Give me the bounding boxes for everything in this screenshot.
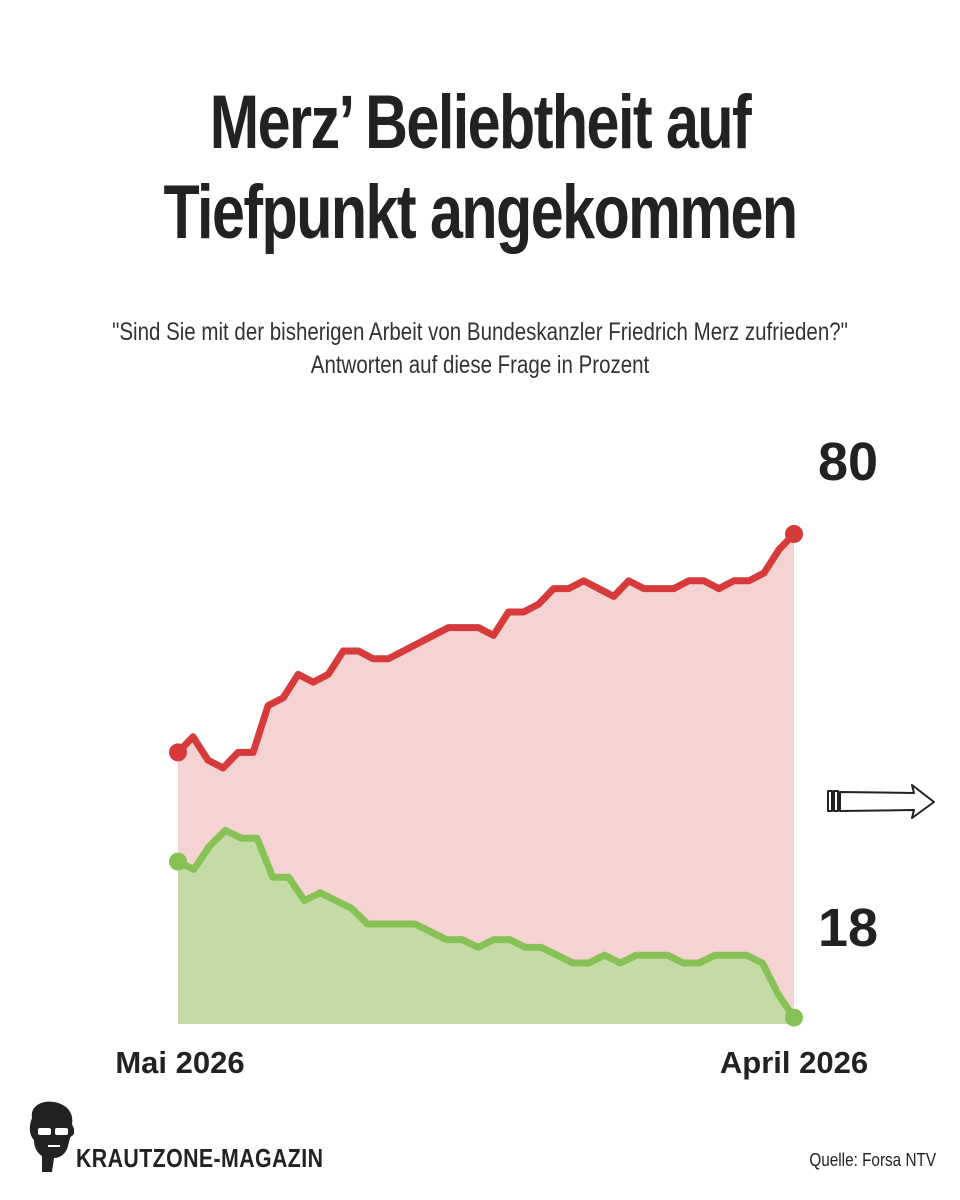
man-with-sunglasses-logo-icon xyxy=(29,1101,74,1172)
x-axis-end-label: April 2026 xyxy=(720,1045,868,1080)
series-point-dissatisfied-end xyxy=(785,525,803,543)
title-line-2: Tiefpunkt angekommen xyxy=(163,170,798,255)
area-satisfied xyxy=(178,830,794,1024)
chart-title: Merz’ Beliebtheit auf Tiefpunkt angekomm… xyxy=(106,78,855,258)
brand-name: KRAUTZONE-MAGAZIN xyxy=(76,1143,324,1173)
title-line-1: Merz’ Beliebtheit auf xyxy=(209,80,752,165)
chart-subtitle: "Sind Sie mit der bisherigen Arbeit von … xyxy=(86,316,873,382)
arrow-right-doodle-icon xyxy=(827,784,935,819)
end-label-dissatisfied: 80 xyxy=(818,432,878,492)
x-axis-start-label: Mai 2026 xyxy=(115,1045,244,1080)
series-point-satisfied-end xyxy=(785,1008,803,1027)
series-point-dissatisfied-start xyxy=(169,743,187,762)
source-note: Quelle: Forsa NTV xyxy=(809,1150,936,1170)
series-line-dissatisfied xyxy=(174,530,798,772)
subtitle-unit: Antworten auf diese Frage in Prozent xyxy=(310,351,650,379)
series-line-satisfied xyxy=(174,826,798,1022)
end-label-satisfied: 18 xyxy=(818,898,878,958)
subtitle-question: "Sind Sie mit der bisherigen Arbeit von … xyxy=(112,318,848,346)
series-point-satisfied-start xyxy=(169,852,187,871)
